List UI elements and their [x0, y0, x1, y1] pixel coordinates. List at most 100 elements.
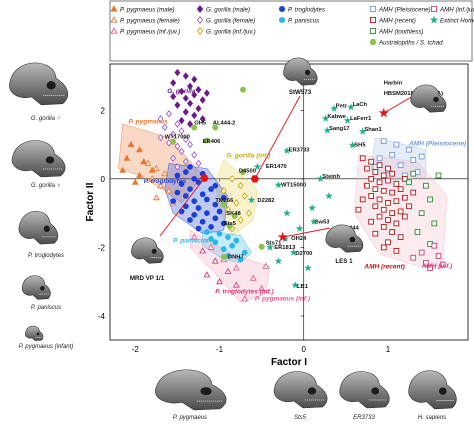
- inset-label-mrd-vp-1-1: MRD VP 1/1: [130, 275, 165, 282]
- point-extinct-homo: [289, 248, 298, 256]
- point-g-gorilla-male: [199, 96, 206, 104]
- point-g-gorilla-male: [203, 89, 210, 97]
- skull-orbit: [200, 387, 212, 396]
- point-amh-inf-juv: [427, 265, 433, 271]
- point-amh-recent: [372, 230, 379, 237]
- highlight-marker-hbsm2018-000018-a: [378, 107, 389, 118]
- point-p-pygmaeus-female: [157, 182, 164, 189]
- skull-orbit: [36, 332, 40, 336]
- point-extinct-homo: [323, 126, 332, 134]
- point-extinct-homo: [274, 257, 283, 265]
- point-amh-inf-juv: [435, 253, 442, 259]
- point-g-gorilla-inf-juv: [237, 216, 244, 224]
- point-amh-inf-juv: [418, 249, 425, 256]
- point-p-pygmaeus-inf-juv: [190, 233, 198, 240]
- point-p-troglodytes: [199, 191, 206, 198]
- point-p-paniscus: [229, 242, 235, 249]
- point-extinct-homo: [316, 174, 325, 183]
- legend-marker-amh-toothless: [369, 27, 377, 35]
- point-amh-pleistocene: [389, 152, 396, 158]
- skull-caption-bottom-2: Sts5: [294, 415, 307, 421]
- point-p-troglodytes: [178, 181, 185, 187]
- specimen-label-petr: Petr: [336, 104, 348, 110]
- legend-marker-g-gorilla-male: [196, 5, 204, 13]
- specimen-label-steinh: Steinh: [322, 174, 340, 180]
- group-label-amh-recent: AMH (recent): [363, 264, 404, 271]
- point-p-troglodytes-inf: [203, 271, 211, 278]
- point-amh-inf-juv: [439, 261, 446, 268]
- point-g-gorilla-female: [178, 147, 185, 156]
- point-amh-recent: [376, 179, 383, 186]
- point-amh-toothless: [427, 196, 433, 203]
- point-p-troglodytes: [212, 201, 219, 208]
- specimen-label-er1813: ER1813: [274, 245, 296, 251]
- point-g-gorilla-male: [191, 91, 198, 99]
- hull-g-gorilla-inf: [214, 159, 258, 236]
- point-p-pygmaeus-male: [148, 166, 156, 173]
- skull-caption-bottom-1: P. pygmaeus: [173, 415, 207, 421]
- point-amh-pleistocene: [406, 146, 412, 153]
- point-australopiths-s-tchad: [239, 169, 247, 175]
- point-amh-recent: [372, 186, 379, 192]
- point-g-gorilla-female: [178, 127, 185, 135]
- group-label-amh-pleistocene: AMH (Pleistocene): [408, 140, 466, 147]
- specimen-label-sts5: Sts5: [224, 221, 237, 227]
- point-amh-recent: [380, 188, 387, 194]
- point-extinct-homo: [283, 146, 291, 155]
- point-p-troglodytes: [174, 189, 181, 196]
- point-g-gorilla-female: [174, 163, 181, 171]
- highlight-marker-mrd-vp-1-1: [200, 174, 209, 182]
- point-amh-recent: [401, 213, 408, 220]
- point-p-troglodytes: [187, 164, 193, 170]
- point-amh-pleistocene: [397, 162, 404, 168]
- inset-skull-les-1: [325, 224, 364, 253]
- skull-caption-bottom-4: H. sapiens: [418, 415, 446, 421]
- point-amh-recent: [380, 206, 387, 213]
- point-p-pygmaeus-male: [140, 158, 148, 165]
- point-amh-recent: [364, 165, 370, 172]
- legend-label-p-pygmaeus-inf-juv: P. pygmaeus (inf./juv.): [120, 29, 180, 36]
- point-amh-recent: [376, 162, 383, 168]
- y-axis-title: Factor II: [85, 182, 96, 221]
- point-g-gorilla-female: [182, 157, 189, 166]
- specimen-label-er1470: ER1470: [266, 164, 287, 170]
- specimen-label-lach: LaCh: [353, 102, 368, 108]
- point-g-gorilla-male: [178, 87, 185, 96]
- legend-frame: [109, 0, 473, 62]
- legend-label-g-gorilla-inf-juv: G. gorilla (inf./juv.): [206, 29, 256, 36]
- point-amh-recent: [380, 172, 387, 179]
- specimen-label-wt17000: WT17000: [165, 134, 190, 140]
- point-p-pygmaeus-male: [119, 166, 127, 173]
- point-p-troglodytes: [187, 217, 193, 223]
- point-amh-toothless: [435, 172, 442, 179]
- point-extinct-homo: [321, 114, 330, 122]
- point-amh-recent: [380, 224, 387, 230]
- point-amh-pleistocene: [410, 157, 417, 163]
- specimen-label-laferr1: LaFerr1: [350, 116, 372, 122]
- point-g-gorilla-male: [182, 72, 189, 80]
- axes: -2 -1 0 1 -4 -2 0 2 Factor I Factor II: [85, 63, 469, 368]
- point-p-troglodytes: [208, 224, 214, 230]
- legend-marker-amh-recent: [369, 16, 377, 24]
- skull-left-1: [9, 62, 69, 106]
- specimen-label-wt15000: WT15000: [281, 183, 306, 189]
- highlight-marker-stw573: [250, 175, 260, 183]
- legend-label-extinct-homo: Extinct Homo: [440, 18, 474, 25]
- skull-caption-left-4: P. paniscus: [31, 305, 61, 311]
- point-g-gorilla-male: [174, 101, 181, 109]
- group-label-p-troglodytes-inf: P. troglodytes (inf.): [215, 289, 273, 296]
- skull-caption-left-3: P. troglodytes: [28, 253, 64, 259]
- point-p-paniscus: [216, 230, 223, 237]
- y-tick-label: 0: [101, 175, 106, 184]
- point-g-gorilla-female: [182, 135, 189, 144]
- inset-label-stw573: StW573: [289, 89, 312, 96]
- group-label-p-pygmaeus: P. pygmaeus: [129, 118, 169, 125]
- point-p-pygmaeus-female: [144, 159, 152, 166]
- point-amh-recent: [401, 194, 408, 201]
- skull-outline: [25, 325, 44, 341]
- point-p-pygmaeus-female: [165, 187, 173, 194]
- point-amh-recent: [372, 203, 379, 210]
- leader-line-mrd-vp-1-1: [159, 177, 205, 237]
- point-g-gorilla-female: [174, 142, 181, 151]
